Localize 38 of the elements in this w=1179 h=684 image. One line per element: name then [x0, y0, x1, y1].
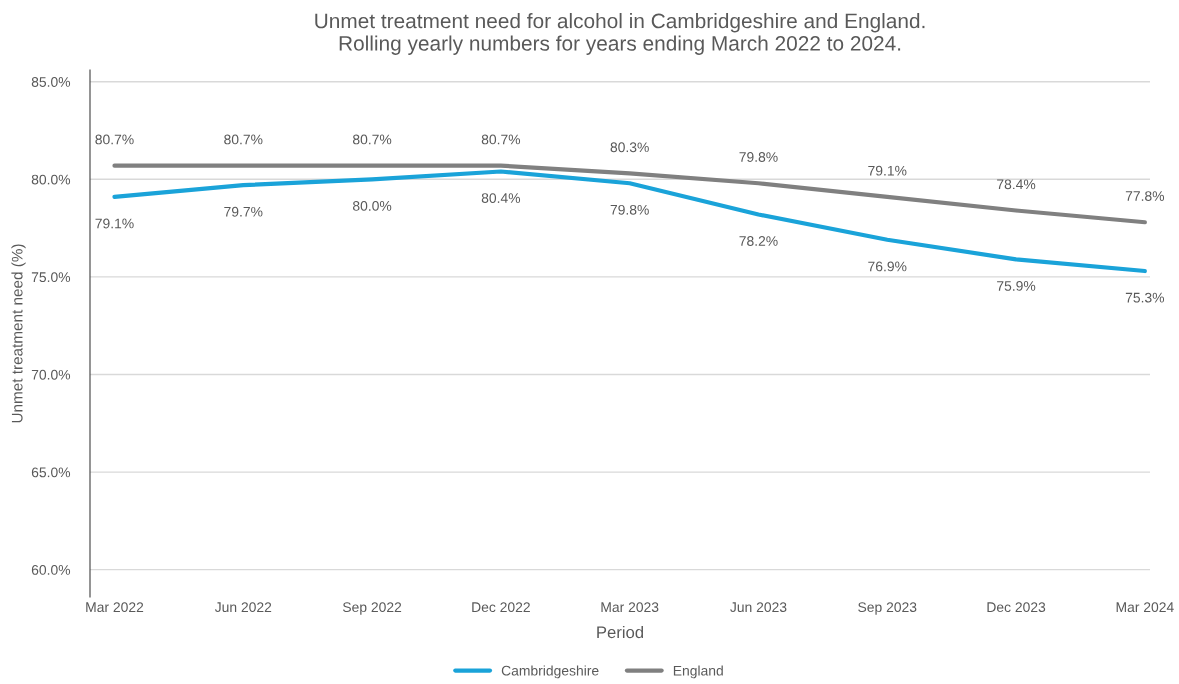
data-label: 78.4%: [997, 179, 1036, 190]
data-label: 77.8%: [1125, 191, 1165, 201]
x-tick-label: Mar 2022: [86, 602, 144, 613]
x-tick-label: Sep 2023: [858, 602, 917, 615]
x-tick-label: Dec 2023: [987, 602, 1046, 613]
x-tick-label: Jun 2022: [214, 602, 272, 613]
x-tick-label: Jun 2023: [730, 602, 787, 613]
y-tick-label: 60.0%: [31, 565, 71, 575]
y-tick-label: 65.0%: [31, 467, 71, 478]
legend-label: England: [673, 665, 723, 679]
data-label: 76.9%: [868, 261, 907, 272]
data-label: 75.9%: [997, 281, 1036, 291]
x-tick-label: Dec 2022: [472, 602, 530, 613]
x-tick-label: Sep 2022: [342, 602, 402, 615]
x-tick-label: Mar 2023: [601, 602, 659, 613]
data-label: 80.4%: [481, 193, 521, 203]
data-label: 80.3%: [610, 142, 649, 153]
chart-title: Unmet treatment need for alcohol in Cambridgeshire and England. Rolling yearly numbers for years ending March 2022 to 2024.: [315, 13, 925, 55]
data-label: 79.8%: [610, 204, 649, 215]
data-label: 79.7%: [224, 206, 263, 217]
y-tick-label: 70.0%: [31, 369, 71, 380]
data-label: 80.7%: [481, 134, 521, 145]
y-tick-label: 80.0%: [31, 174, 71, 185]
y-axis-title: Unmet treatment need (%): [11, 244, 26, 423]
y-tick-label: 75.0%: [31, 272, 71, 283]
data-label: 79.8%: [739, 152, 778, 162]
legend-label: Cambridgeshire: [501, 665, 599, 679]
data-label: 80.7%: [224, 134, 263, 145]
data-label: 80.0%: [352, 200, 392, 211]
data-label: 75.3%: [1125, 292, 1165, 303]
data-label: 79.1%: [868, 165, 907, 176]
data-label: 80.7%: [95, 134, 134, 145]
data-label: 80.7%: [352, 134, 392, 145]
x-axis-title: Period: [597, 625, 644, 639]
y-tick-label: 85.0%: [31, 77, 71, 87]
data-label: 78.2%: [739, 236, 778, 246]
x-tick-label: Mar 2024: [1116, 602, 1174, 613]
data-label: 79.1%: [95, 218, 134, 229]
